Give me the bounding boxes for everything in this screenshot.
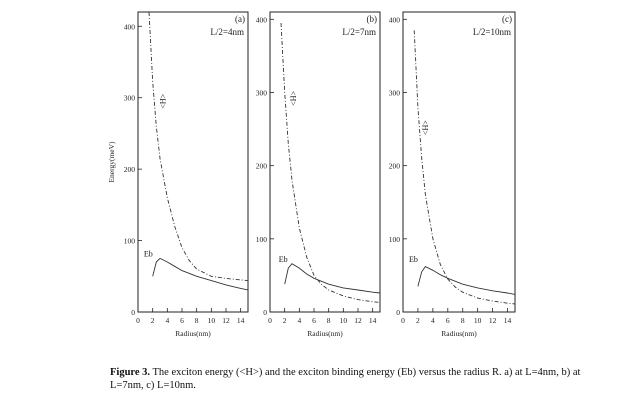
panel-1-xtick-label: 10 <box>208 316 216 325</box>
panel-3-ytick-label: 300 <box>389 88 401 97</box>
panel-3-ytick-label: 0 <box>396 308 400 317</box>
panel-1-xtick-label: 2 <box>151 316 155 325</box>
panel-2-tag: (b) <box>367 14 378 24</box>
caption-label: Figure 3. <box>110 367 151 378</box>
panel-1-label-Eb: Eb <box>144 249 153 258</box>
panel-2-ytick-label: 100 <box>256 235 268 244</box>
figure-caption: Figure 3. The exciton energy (<H>) and t… <box>110 366 610 392</box>
panel-3-xtick-label: 4 <box>431 316 435 325</box>
panel-2-xtick-label: 6 <box>312 316 316 325</box>
panel-3-xtick-label: 2 <box>416 316 420 325</box>
panel-1-ytick-label: 100 <box>124 237 136 246</box>
panel-2-annotation: L/2=7nm <box>342 27 376 37</box>
panel-2-series-Eb <box>284 263 381 294</box>
panel-2-ytick-label: 300 <box>256 88 268 97</box>
panel-3-series-Eb <box>417 266 516 295</box>
panel-3-ytick-label: 100 <box>389 235 401 244</box>
panel-3-series-H <box>413 30 516 305</box>
panel-3-xlabel: Radius(nm) <box>441 329 477 338</box>
panel-2-label-H: <H> <box>289 91 298 106</box>
panel-1-xtick-label: 4 <box>165 316 169 325</box>
panel-1-series-Eb <box>152 257 249 291</box>
panel-1-xtick-label: 8 <box>195 316 199 325</box>
panel-2-xtick-label: 0 <box>268 316 272 325</box>
panel-2-xtick-label: 14 <box>369 316 377 325</box>
panel-2-xtick-label: 4 <box>297 316 301 325</box>
panel-2-xlabel: Radius(nm) <box>307 329 343 338</box>
panel-2-frame <box>269 11 381 313</box>
panel-1-series-H <box>148 11 249 282</box>
panel-3-xtick-label: 0 <box>401 316 405 325</box>
panel-3-xtick-label: 6 <box>446 316 450 325</box>
panel-1-xlabel: Radius(nm) <box>175 329 211 338</box>
panel-1-label-H: <H> <box>158 94 167 109</box>
panel-3-xtick-label: 8 <box>461 316 465 325</box>
panel-2-ytick-label: 200 <box>256 162 268 171</box>
panel-1-ytick-label: 300 <box>124 94 136 103</box>
panel-2-ytick-label: 400 <box>256 15 268 24</box>
panel-3-ytick-label: 400 <box>389 15 401 24</box>
panel-1-ytick-label: 0 <box>131 308 135 317</box>
panel-2-xtick-label: 8 <box>327 316 331 325</box>
panel-3-xtick-label: 12 <box>489 316 497 325</box>
panel-2-series-H <box>280 22 381 303</box>
panel-1-ylabel: Energy(meV) <box>107 141 116 183</box>
panel-1-xtick-label: 14 <box>237 316 245 325</box>
panel-1-xtick-label: 0 <box>136 316 140 325</box>
panel-2-xtick-label: 10 <box>340 316 348 325</box>
panel-3-label-Eb: Eb <box>409 255 418 264</box>
panel-1-ytick-label: 200 <box>124 165 136 174</box>
caption-text: The exciton energy (<H>) and the exciton… <box>110 367 581 391</box>
panel-2-xtick-label: 12 <box>354 316 362 325</box>
panel-3-annotation: L/2=10nm <box>473 27 511 37</box>
panel-3-label-H: <H> <box>420 120 429 135</box>
panel-1-tag: (a) <box>235 14 245 24</box>
panel-2-xtick-label: 2 <box>283 316 287 325</box>
panel-2-ytick-label: 0 <box>263 308 267 317</box>
panel-3-xtick-label: 14 <box>504 316 512 325</box>
panel-3-tag: (c) <box>502 14 512 24</box>
panel-3-frame <box>402 11 516 313</box>
panel-3-xtick-label: 10 <box>474 316 482 325</box>
panel-3-ytick-label: 200 <box>389 162 401 171</box>
panel-2-label-Eb: Eb <box>279 255 288 264</box>
panel-1-annotation: L/2=4nm <box>210 27 244 37</box>
panel-1-xtick-label: 12 <box>222 316 230 325</box>
panel-1-xtick-label: 6 <box>180 316 184 325</box>
panel-1-frame <box>137 11 249 313</box>
panel-1-ytick-label: 400 <box>124 22 136 31</box>
